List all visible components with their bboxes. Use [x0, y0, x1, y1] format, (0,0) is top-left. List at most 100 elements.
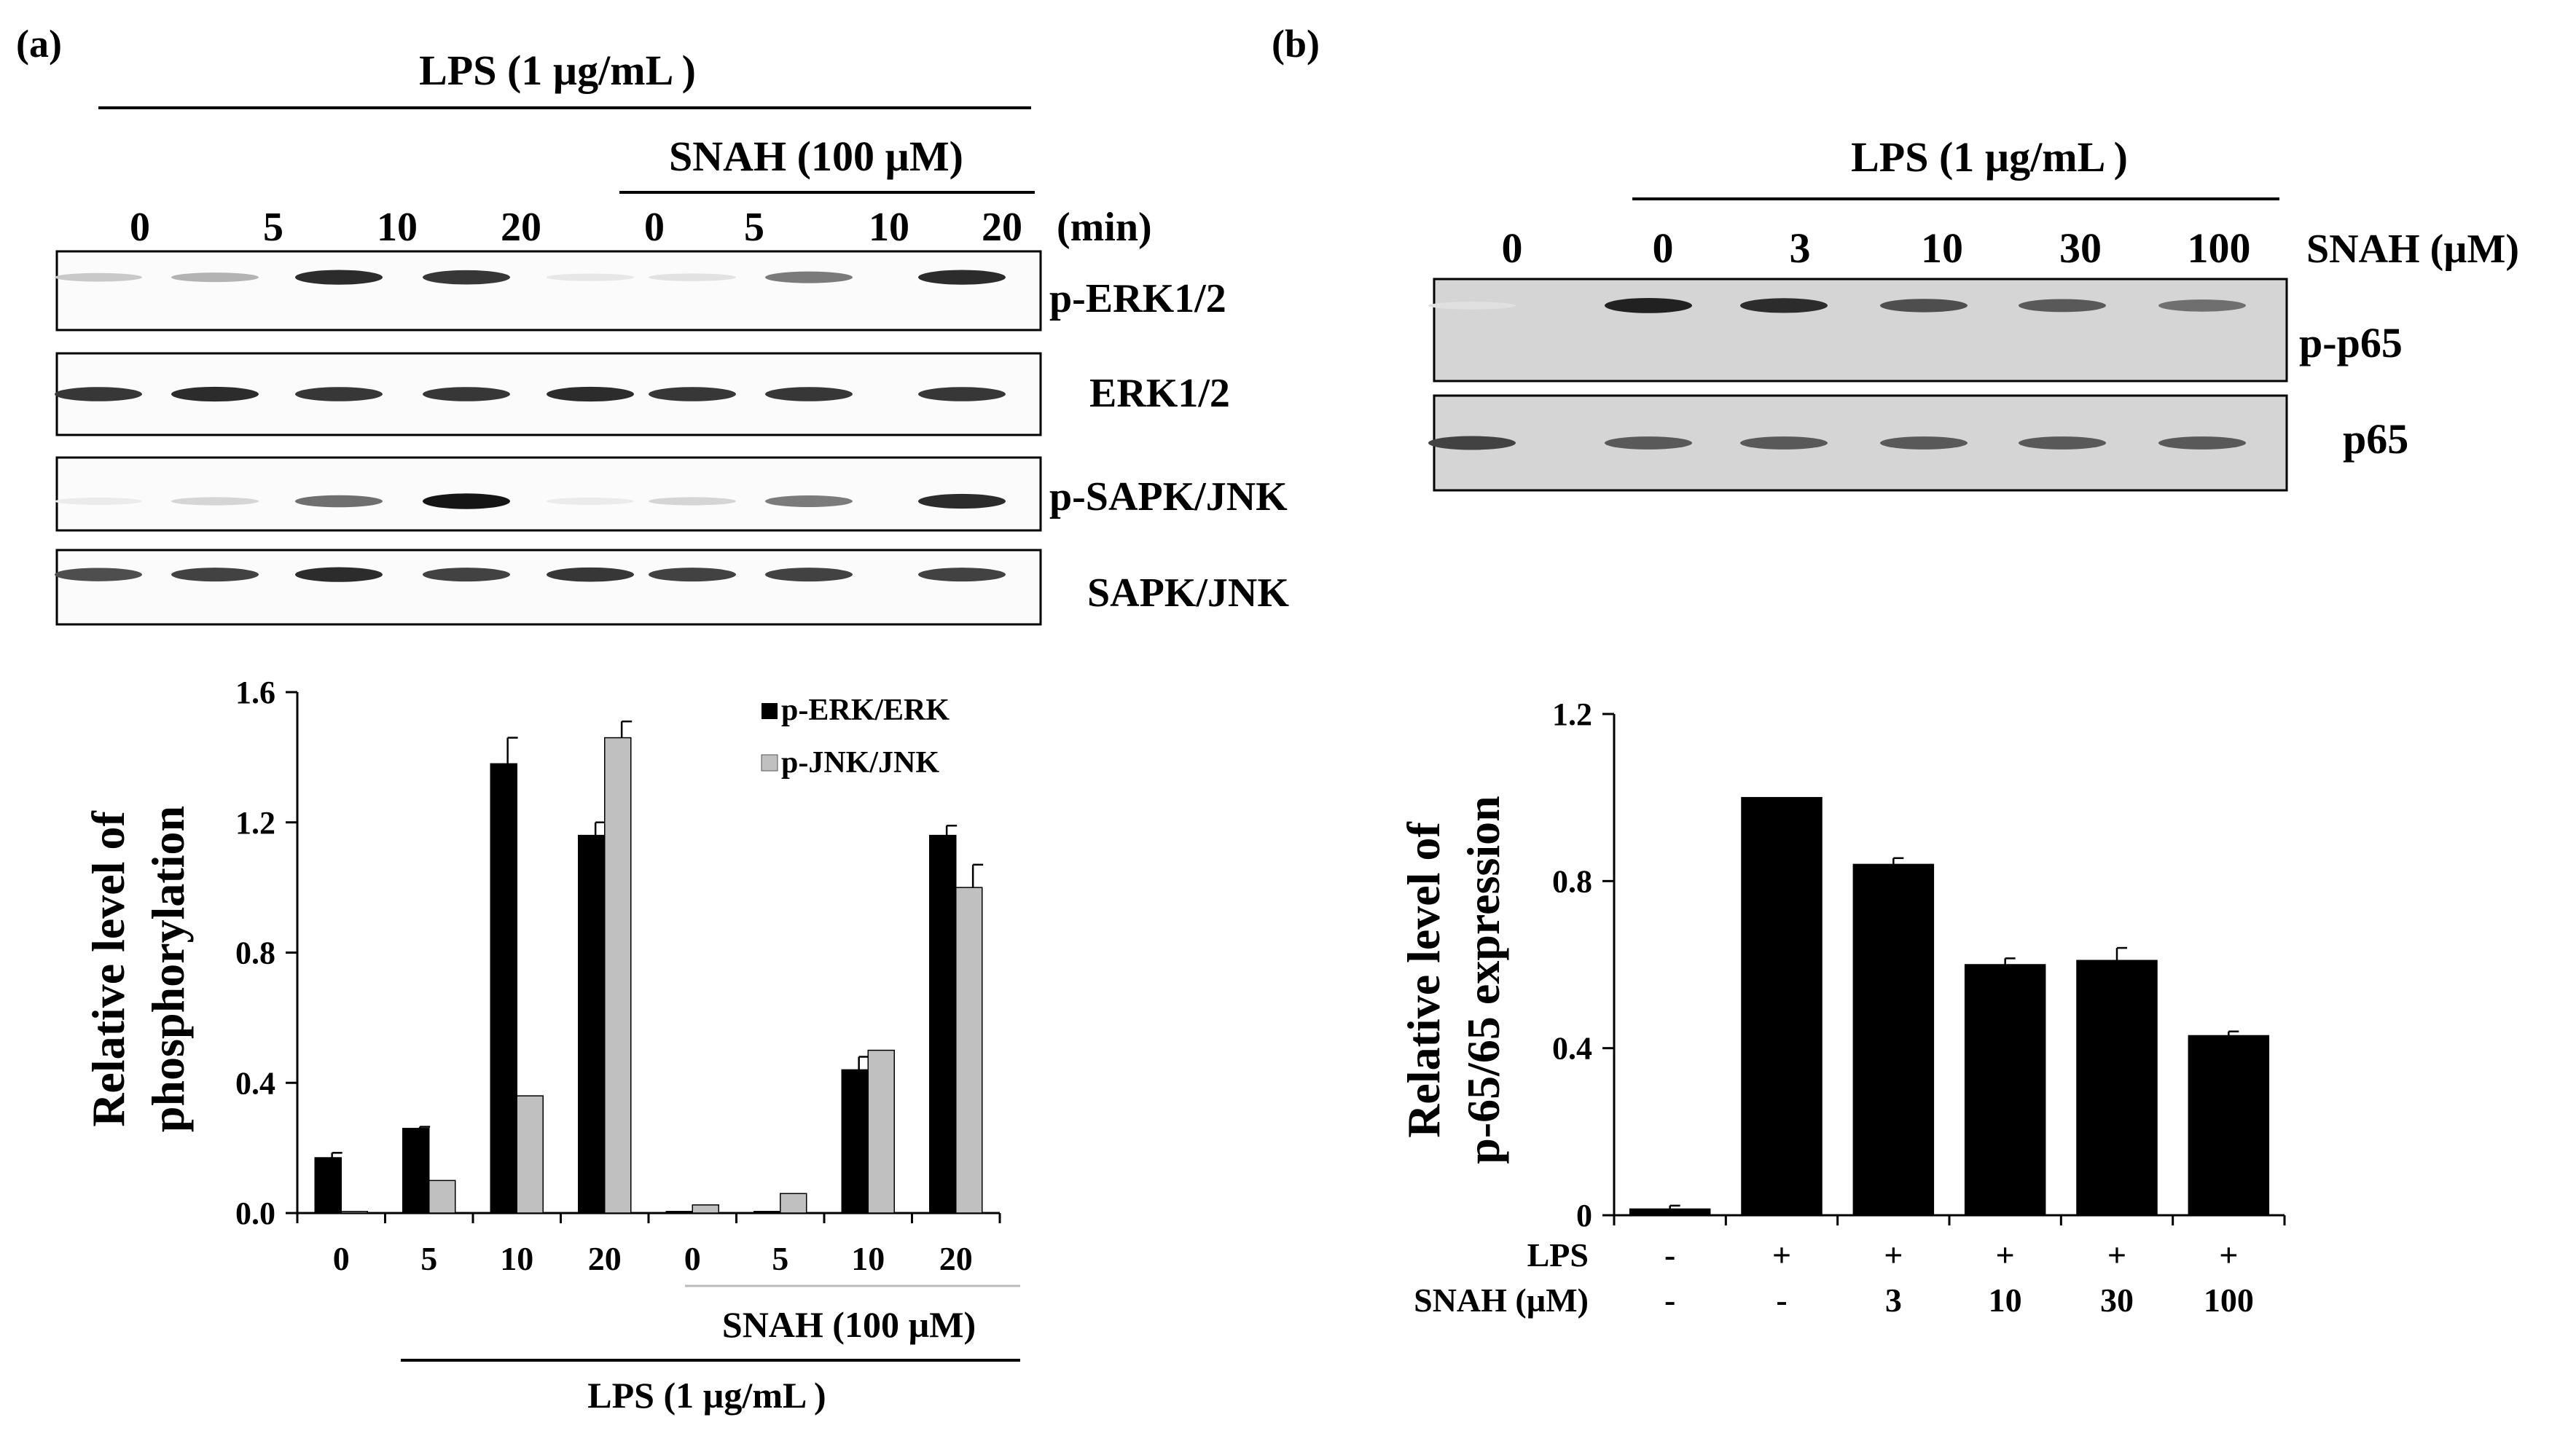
chart-b-ytick-label: 0.4	[1552, 1031, 1592, 1067]
chart-b-bar	[1741, 796, 1823, 1216]
blot-a-band	[55, 272, 142, 282]
blot-a-time: 5	[744, 205, 764, 250]
legend-label-jnk: p-JNK/JNK	[781, 746, 939, 780]
blot-a-strip	[55, 250, 1042, 331]
blot-a-band	[649, 568, 736, 582]
chart-b-plot: 0 0.4 0.8 1.2	[1552, 697, 2286, 1233]
chart-a-bar	[604, 737, 632, 1214]
chart-a-bar	[929, 834, 957, 1214]
blot-b-dose-labels: 0 0 3 10 30 100	[1502, 224, 2251, 272]
blot-a-time: 0	[130, 205, 150, 250]
chart-a: Relative level of phosphorylation 0.0 0.4…	[82, 675, 1020, 1416]
blot-a-band	[295, 567, 383, 582]
blot-a-time-unit: (min)	[1057, 205, 1152, 250]
chart-a-xtick-label: 20	[588, 1240, 622, 1277]
chart-a-bar	[841, 1069, 869, 1214]
blot-a-band	[547, 498, 634, 505]
chart-a-ytick-label: 1.6	[235, 675, 275, 710]
blot-a-time: 10	[377, 205, 418, 250]
blot-b-band	[1880, 299, 1968, 313]
snah-row-value: -	[1776, 1282, 1787, 1319]
snah-row-value: 30	[2100, 1282, 2134, 1319]
blot-b-band	[1880, 436, 1968, 450]
blot-a-time: 10	[869, 205, 909, 250]
blot-a-time: 0	[644, 205, 665, 250]
chart-b-bar	[2076, 960, 2158, 1216]
blot-a-band	[55, 568, 142, 581]
lps-row-value: -	[1664, 1236, 1675, 1274]
blot-b-band	[1428, 436, 1516, 450]
chart-a-bar	[780, 1193, 807, 1214]
chart-a-xtick-label: 5	[772, 1240, 788, 1277]
blot-a-time: 20	[501, 205, 541, 250]
blot-b-dose: 10	[1921, 224, 1963, 272]
blot-b-lps-header: LPS (1 µg/mL )	[1851, 133, 2128, 181]
blot-b-band	[1605, 298, 1692, 313]
blot-a-band	[649, 497, 736, 506]
chart-b-ytick-label: 0.8	[1552, 863, 1592, 899]
blot-b-band	[2019, 436, 2106, 450]
blot-a-band	[765, 387, 853, 401]
chart-a-bar	[516, 1095, 544, 1214]
blot-a-band	[423, 270, 510, 285]
legend-swatch-jnk	[761, 754, 778, 772]
blot-a-band	[55, 387, 142, 401]
blot-a-band	[765, 271, 853, 283]
blot-a-band	[649, 387, 736, 401]
chart-b-ytick-label: 0	[1576, 1198, 1592, 1233]
lps-row-value: +	[1884, 1236, 1903, 1274]
chart-a-ylabel: Relative level of phosphorylation	[82, 806, 194, 1132]
chart-a-bar	[578, 834, 606, 1214]
blot-a-band	[547, 273, 634, 281]
chart-a-bar	[692, 1204, 719, 1214]
snah-row-value: 100	[2204, 1282, 2254, 1319]
chart-b-ylabel: Relative level of p-65/65 expression	[1398, 796, 1509, 1164]
blot-b-band	[1428, 302, 1516, 310]
chart-b-ylabel-line1: Relative level of	[1398, 822, 1449, 1138]
chart-a-bar	[955, 887, 983, 1214]
chart-a-ytick-label: 0.8	[235, 935, 275, 971]
blot-b-dose-unit: SNAH (µM)	[2306, 227, 2519, 272]
blot-a-band	[423, 493, 510, 509]
blot-a-band	[423, 568, 510, 582]
snah-row-value: -	[1664, 1282, 1675, 1319]
panel-a-label: (a)	[16, 22, 62, 66]
blot-b-band	[2158, 299, 2246, 312]
blot-a-band	[171, 272, 259, 283]
blot-a-band	[423, 387, 510, 401]
chart-a-ytick-label: 0.4	[235, 1065, 275, 1101]
chart-a-bar	[753, 1211, 781, 1214]
lps-row-value: +	[1772, 1236, 1791, 1274]
chart-a-ytick-label: 1.2	[235, 805, 275, 841]
blot-a-band	[547, 567, 634, 582]
chart-a-bar	[665, 1211, 693, 1214]
blot-b-row-label: p65	[2343, 415, 2408, 463]
chart-a-bar	[490, 763, 517, 1214]
chart-a-xtick-label: 10	[851, 1240, 885, 1277]
blot-b-dose: 100	[2188, 224, 2251, 272]
chart-b-bar	[1629, 1208, 1711, 1216]
blot-a-band	[547, 386, 634, 402]
blot-a-band	[171, 568, 259, 582]
blot-a-band	[918, 493, 1006, 509]
blot-a-band	[918, 270, 1006, 285]
blot-a-band	[55, 498, 142, 505]
chart-b-row-label-snah: SNAH (µM)	[1414, 1282, 1589, 1319]
blot-a-band	[295, 270, 383, 285]
blot-a-snah-header: SNAH (100 µM)	[669, 133, 963, 180]
chart-b-bar	[2188, 1035, 2270, 1216]
blot-a-strip	[55, 549, 1042, 626]
chart-b-ytick-label: 1.2	[1552, 697, 1592, 732]
blot-b-band	[2158, 436, 2246, 450]
blot-b-band	[2019, 299, 2106, 313]
chart-b-row-label-lps: LPS	[1527, 1236, 1589, 1274]
panel-b: (b) LPS (1 µg/mL ) 0 0 3 10 30 100 SNAH …	[1272, 22, 2519, 492]
chart-b-bar	[1852, 863, 1935, 1216]
blot-b-strip	[1433, 278, 2288, 382]
blot-b-dose: 30	[2059, 224, 2102, 272]
blot-b-band	[1605, 436, 1692, 450]
blot-b-row-label: p-p65	[2299, 319, 2403, 366]
blot-a-strip	[55, 456, 1042, 532]
blot-a-band	[295, 387, 383, 401]
blot-a-row-label: p-SAPK/JNK	[1049, 474, 1288, 519]
